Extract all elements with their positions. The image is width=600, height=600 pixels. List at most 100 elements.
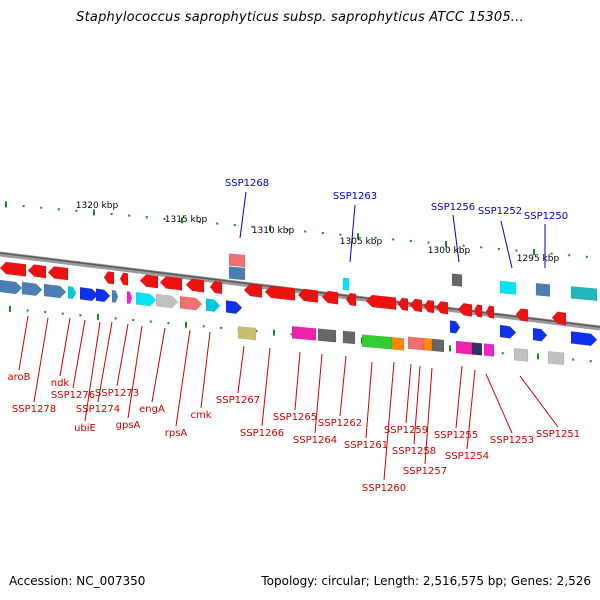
label-SSP1264[interactable]: SSP1264 (293, 435, 337, 446)
label-SSP1278[interactable]: SSP1278 (12, 404, 56, 415)
label-SSP1253[interactable]: SSP1253 (490, 435, 534, 446)
label-SSP1261[interactable]: SSP1261 (344, 440, 388, 451)
leader-line (151, 327, 166, 403)
gene-block-5[interactable] (535, 282, 551, 297)
gene-arrow-lower-13[interactable] (449, 320, 461, 334)
label-cmk[interactable]: cmk (190, 410, 211, 421)
gene-block-15[interactable] (431, 338, 445, 353)
label-SSP1257[interactable]: SSP1257 (403, 466, 447, 477)
gene-arrow-lower-4[interactable] (79, 286, 99, 302)
gene-arrow-lower-11[interactable] (205, 298, 221, 313)
gene-arrow-upper-4[interactable] (119, 272, 129, 286)
gene-arrow-upper-9[interactable] (243, 283, 263, 298)
gene-arrow-lower-16[interactable] (570, 331, 598, 346)
gene-block-12[interactable] (391, 337, 405, 351)
label-SSP1255[interactable]: SSP1255 (434, 430, 478, 441)
label-SSP1262[interactable]: SSP1262 (318, 418, 362, 429)
label-SSP1251[interactable]: SSP1251 (536, 429, 580, 440)
gene-arrow-lower-3[interactable] (67, 285, 77, 300)
gene-block-13[interactable] (407, 336, 425, 351)
gene-arrow-upper-12[interactable] (321, 290, 339, 305)
gene-arrow-upper-10[interactable] (264, 285, 296, 301)
gene-arrow-lower-0[interactable] (0, 279, 23, 295)
gene-block-19[interactable] (513, 347, 529, 362)
gene-arrow-upper-13[interactable] (345, 292, 357, 307)
label-SSP1252[interactable]: SSP1252 (478, 206, 522, 217)
label-SSP1263[interactable]: SSP1263 (333, 191, 377, 202)
gene-arrow-lower-2[interactable] (43, 283, 67, 299)
gene-block-4[interactable] (499, 280, 517, 295)
label-SSP1266[interactable]: SSP1266 (240, 428, 284, 439)
gene-arrow-lower-6[interactable] (111, 289, 119, 303)
label-SSP1274[interactable]: SSP1274 (76, 404, 120, 415)
label-SSP1276[interactable]: SSP1276 (51, 390, 95, 401)
label-ndk[interactable]: ndk (51, 378, 70, 389)
label-engA[interactable]: engA (139, 404, 165, 415)
gene-arrow-lower-14[interactable] (499, 324, 517, 339)
tick-upper (286, 228, 289, 231)
gene-arrow-upper-8[interactable] (209, 280, 223, 295)
label-SSP1268[interactable]: SSP1268 (225, 178, 269, 189)
gene-block-18[interactable] (483, 343, 495, 357)
label-SSP1260[interactable]: SSP1260 (362, 483, 406, 494)
tick-upper (128, 214, 131, 217)
gene-arrow-upper-16[interactable] (409, 298, 423, 313)
label-SSP1258[interactable]: SSP1258 (392, 446, 436, 457)
label-SSP1273[interactable]: SSP1273 (95, 388, 139, 399)
gene-block-0[interactable] (228, 266, 246, 281)
gene-block-20[interactable] (547, 351, 565, 366)
gene-arrow-upper-21[interactable] (485, 305, 495, 319)
gene-arrow-upper-20[interactable] (473, 304, 483, 318)
gene-arrow-lower-10[interactable] (179, 295, 203, 311)
gene-arrow-lower-15[interactable] (532, 327, 548, 342)
label-gpsA[interactable]: gpsA (116, 420, 141, 431)
label-rpsA[interactable]: rpsA (165, 428, 188, 439)
gene-arrow-lower-9[interactable] (155, 293, 179, 309)
gene-block-2[interactable] (342, 277, 350, 291)
gene-block-8[interactable] (291, 326, 317, 341)
gene-arrow-upper-11[interactable] (297, 288, 319, 303)
gene-block-10[interactable] (342, 330, 356, 345)
gene-arrow-upper-23[interactable] (551, 311, 567, 326)
label-SSP1256[interactable]: SSP1256 (431, 202, 475, 213)
tick-upper (533, 249, 535, 256)
gene-arrow-upper-2[interactable] (47, 266, 69, 281)
gene-arrow-upper-17[interactable] (423, 299, 435, 314)
gene-arrow-upper-15[interactable] (397, 297, 409, 312)
label-SSP1254[interactable]: SSP1254 (445, 451, 489, 462)
gene-arrow-lower-7[interactable] (126, 291, 133, 305)
gene-block-14[interactable] (423, 337, 433, 352)
gene-arrow-lower-5[interactable] (95, 288, 111, 303)
gene-features[interactable] (0, 253, 598, 366)
label-SSP1259[interactable]: SSP1259 (384, 425, 428, 436)
gene-arrow-upper-1[interactable] (27, 264, 47, 279)
gene-arrow-upper-18[interactable] (435, 300, 449, 315)
top-gene-labels: SSP1268 SSP1263 SSP1256 SSP1252 SSP1250 (225, 178, 568, 222)
label-SSP1265[interactable]: SSP1265 (273, 412, 317, 423)
tick-upper (339, 233, 342, 236)
label-ubiE[interactable]: ubiE (74, 423, 96, 434)
gene-arrow-upper-19[interactable] (457, 302, 473, 317)
gene-block-6[interactable] (570, 286, 598, 302)
gene-block-3[interactable] (451, 273, 463, 287)
gene-arrow-upper-5[interactable] (139, 274, 159, 289)
gene-block-7[interactable] (237, 326, 257, 341)
gene-block-11[interactable] (361, 334, 393, 350)
gene-arrow-upper-0[interactable] (0, 261, 27, 277)
gene-arrow-upper-14[interactable] (365, 294, 397, 310)
gene-arrow-upper-7[interactable] (185, 278, 205, 293)
gene-block-1[interactable] (228, 253, 246, 268)
label-SSP1250[interactable]: SSP1250 (524, 211, 568, 222)
gene-arrow-upper-22[interactable] (515, 308, 529, 322)
gene-arrow-lower-1[interactable] (21, 281, 43, 297)
gene-arrow-upper-6[interactable] (159, 276, 183, 291)
label-SSP1267[interactable]: SSP1267 (216, 395, 260, 406)
gene-block-16[interactable] (455, 340, 473, 355)
gene-arrow-upper-3[interactable] (103, 271, 115, 285)
label-aroB[interactable]: aroB (8, 372, 31, 383)
gene-block-17[interactable] (471, 342, 483, 356)
gene-block-9[interactable] (317, 328, 337, 343)
gene-arrow-lower-8[interactable] (135, 291, 157, 307)
gene-arrow-lower-12[interactable] (225, 300, 243, 315)
